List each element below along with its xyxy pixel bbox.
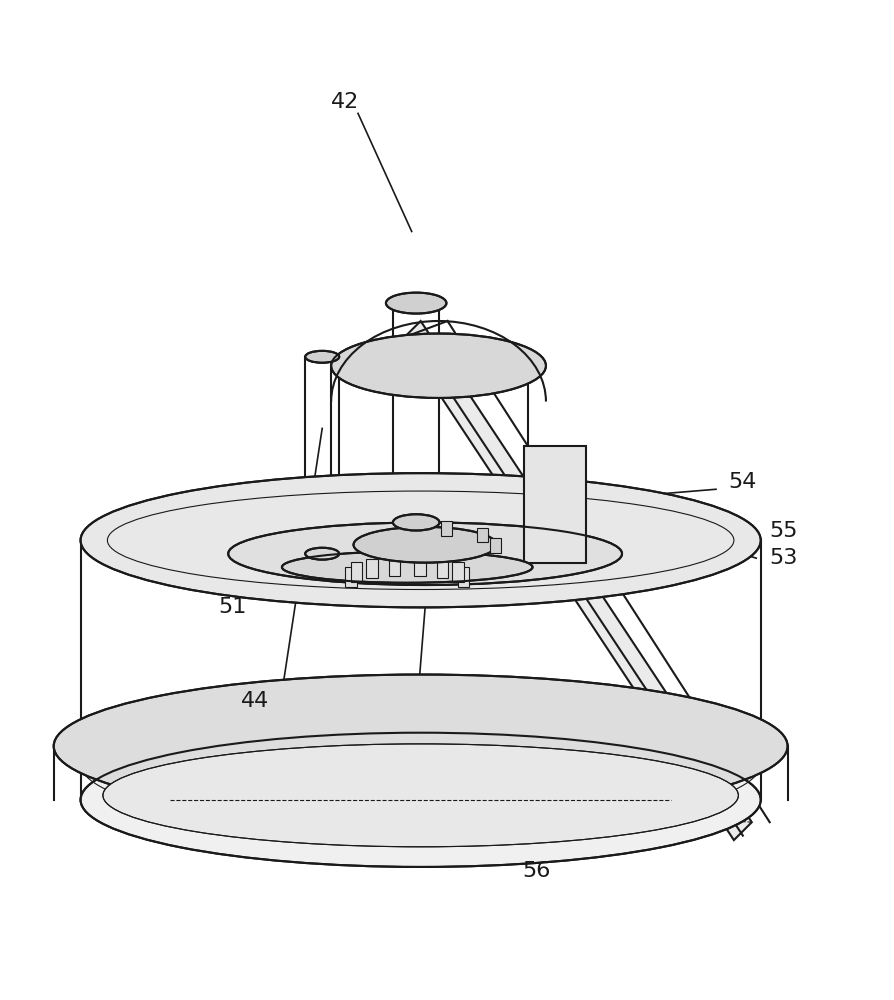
Ellipse shape — [103, 744, 738, 847]
FancyBboxPatch shape — [414, 556, 426, 576]
FancyBboxPatch shape — [366, 559, 377, 578]
Text: 55: 55 — [768, 521, 797, 541]
Ellipse shape — [54, 675, 787, 818]
Text: 44: 44 — [240, 691, 269, 711]
Ellipse shape — [80, 473, 760, 607]
FancyBboxPatch shape — [477, 528, 487, 542]
FancyBboxPatch shape — [451, 562, 463, 582]
Ellipse shape — [305, 351, 339, 363]
Text: 53: 53 — [768, 548, 797, 568]
Polygon shape — [402, 321, 751, 840]
FancyBboxPatch shape — [458, 567, 469, 587]
FancyBboxPatch shape — [523, 446, 586, 563]
FancyBboxPatch shape — [441, 521, 451, 536]
Text: 52: 52 — [379, 799, 408, 819]
Text: 51: 51 — [218, 597, 247, 617]
FancyBboxPatch shape — [345, 567, 356, 587]
Ellipse shape — [331, 334, 545, 398]
Ellipse shape — [80, 733, 760, 867]
Ellipse shape — [392, 514, 439, 531]
Ellipse shape — [353, 527, 496, 563]
Ellipse shape — [282, 551, 532, 583]
FancyBboxPatch shape — [436, 559, 448, 578]
Ellipse shape — [305, 548, 339, 560]
Text: 54: 54 — [728, 472, 756, 492]
FancyBboxPatch shape — [388, 556, 400, 576]
Ellipse shape — [385, 293, 446, 314]
Ellipse shape — [228, 522, 621, 585]
FancyBboxPatch shape — [350, 562, 362, 582]
Text: 56: 56 — [522, 861, 551, 881]
FancyBboxPatch shape — [490, 538, 501, 553]
Text: 42: 42 — [330, 92, 358, 112]
